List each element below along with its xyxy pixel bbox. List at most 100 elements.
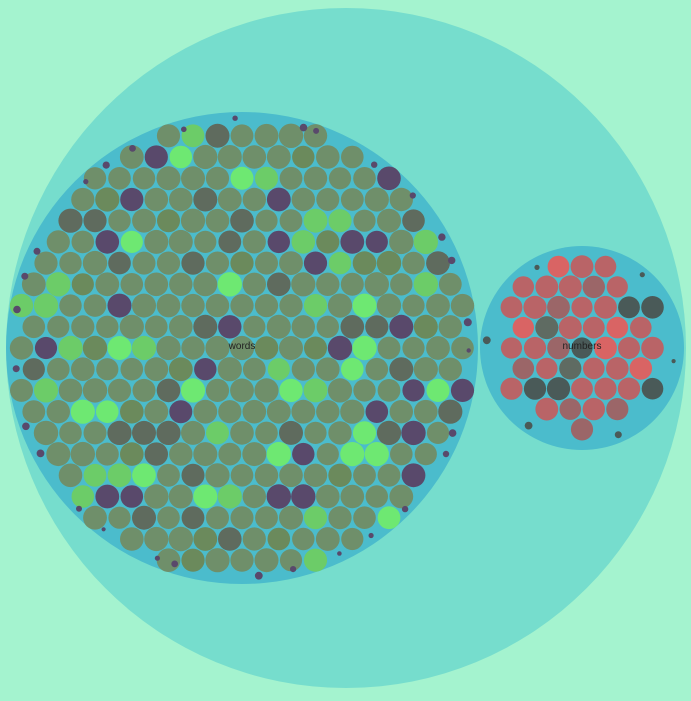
- leaf-circle: [95, 272, 120, 297]
- leaf-circle: [559, 357, 582, 380]
- leaf-dot: [181, 126, 187, 133]
- leaf-circle: [242, 527, 266, 551]
- leaf-circle: [95, 484, 120, 509]
- leaf-circle: [193, 187, 218, 212]
- leaf-circle: [132, 420, 156, 445]
- leaf-circle: [181, 251, 205, 275]
- leaf-circle: [120, 527, 144, 551]
- leaf-circle: [21, 272, 46, 297]
- leaf-circle: [181, 506, 205, 530]
- leaf-circle: [181, 336, 205, 360]
- leaf-dot: [482, 336, 491, 345]
- leaf-dot: [442, 450, 450, 458]
- leaf-circle: [230, 294, 254, 318]
- leaf-circle: [536, 357, 558, 380]
- leaf-circle: [266, 399, 291, 424]
- leaf-circle: [559, 398, 582, 420]
- leaf-circle: [255, 251, 278, 275]
- leaf-circle: [217, 187, 242, 212]
- leaf-circle: [144, 272, 169, 297]
- leaf-circle: [205, 463, 230, 488]
- leaf-circle: [230, 548, 254, 572]
- leaf-circle: [168, 484, 193, 509]
- leaf-circle: [107, 463, 132, 488]
- leaf-circle: [606, 357, 629, 380]
- leaf-circle: [132, 293, 156, 318]
- leaf-circle: [547, 255, 570, 278]
- leaf-circle: [512, 357, 535, 380]
- leaf-circle: [303, 463, 328, 487]
- leaf-circle: [120, 442, 144, 466]
- leaf-circle: [205, 166, 230, 190]
- leaf-circle: [365, 357, 389, 381]
- leaf-circle: [46, 230, 70, 254]
- leaf-circle: [641, 377, 664, 400]
- leaf-circle: [230, 251, 254, 275]
- leaf-circle: [291, 272, 316, 297]
- leaf-circle: [629, 357, 653, 380]
- leaf-circle: [291, 187, 315, 212]
- leaf-circle: [59, 251, 82, 275]
- leaf-circle: [304, 421, 327, 444]
- leaf-circle: [641, 336, 664, 360]
- group-words: words: [6, 112, 478, 584]
- leaf-circle: [352, 421, 377, 445]
- leaf-circle: [315, 527, 340, 551]
- leaf-circle: [267, 272, 291, 297]
- leaf-circle: [206, 421, 229, 445]
- leaf-circle: [500, 337, 523, 359]
- leaf-dot: [22, 422, 30, 431]
- leaf-circle: [618, 337, 640, 359]
- leaf-circle: [426, 293, 450, 318]
- leaf-circle: [582, 275, 605, 299]
- leaf-dot: [409, 192, 416, 199]
- leaf-circle: [316, 230, 340, 254]
- leaf-circle: [58, 208, 83, 233]
- leaf-circle: [132, 208, 156, 233]
- leaf-circle: [450, 293, 475, 318]
- leaf-circle: [33, 378, 59, 403]
- leaf-circle: [438, 399, 463, 424]
- leaf-circle: [168, 357, 193, 382]
- leaf-dot: [368, 532, 374, 539]
- leaf-circle: [181, 124, 205, 148]
- leaf-circle: [353, 167, 376, 190]
- leaf-circle: [389, 400, 413, 424]
- leaf-circle: [217, 484, 242, 509]
- leaf-circle: [255, 506, 278, 530]
- leaf-circle: [83, 294, 107, 317]
- leaf-circle: [59, 294, 82, 317]
- leaf-circle: [181, 293, 205, 318]
- leaf-circle: [303, 166, 328, 190]
- leaf-circle: [316, 315, 339, 338]
- leaf-circle: [254, 463, 279, 487]
- leaf-circle: [96, 315, 119, 338]
- leaf-circle: [22, 315, 46, 339]
- leaf-dot: [102, 161, 110, 169]
- leaf-circle: [641, 296, 664, 319]
- leaf-circle: [438, 315, 462, 339]
- leaf-circle: [594, 295, 617, 319]
- leaf-circle: [426, 336, 450, 360]
- leaf-circle: [96, 358, 119, 381]
- leaf-circle: [377, 463, 401, 487]
- leaf-circle: [340, 315, 365, 339]
- leaf-circle: [328, 463, 352, 487]
- leaf-dot: [171, 560, 179, 568]
- leaf-circle: [242, 187, 266, 212]
- leaf-circle: [242, 442, 267, 467]
- leaf-circle: [389, 229, 414, 255]
- leaf-circle: [22, 400, 46, 424]
- leaf-circle: [570, 255, 594, 278]
- leaf-circle: [303, 506, 328, 530]
- leaf-circle: [303, 548, 328, 572]
- leaf-dot: [33, 247, 41, 255]
- leaf-circle: [108, 251, 131, 275]
- leaf-circle: [83, 209, 107, 233]
- leaf-circle: [144, 229, 169, 254]
- leaf-circle: [181, 548, 205, 572]
- leaf-circle: [34, 336, 58, 360]
- leaf-circle: [194, 230, 217, 253]
- leaf-circle: [230, 208, 254, 233]
